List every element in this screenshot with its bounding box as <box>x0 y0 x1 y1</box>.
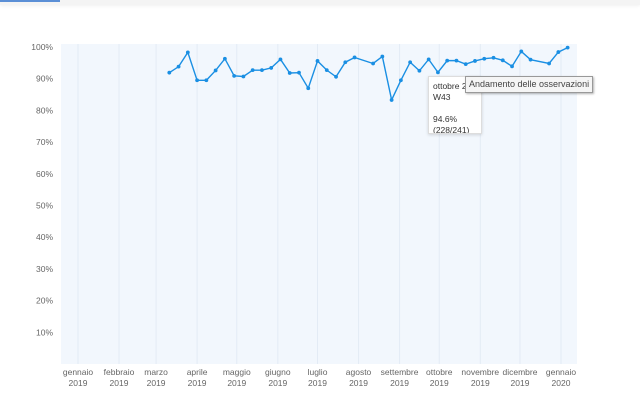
y-tick-label: 20% <box>36 296 53 306</box>
x-tick-year: 2019 <box>471 378 490 388</box>
data-point <box>260 68 264 73</box>
x-tick-month: maggio <box>223 367 251 377</box>
x-tick-month: ottobre <box>426 367 453 377</box>
data-point <box>185 50 190 55</box>
y-tick-label: 80% <box>36 105 53 115</box>
top-bar <box>0 0 640 5</box>
data-point <box>334 74 338 79</box>
data-point <box>436 70 440 75</box>
tooltip-value: 94.6% <box>433 114 458 124</box>
data-point <box>417 68 422 73</box>
data-point <box>463 62 468 67</box>
x-tick-month: settembre <box>381 367 419 377</box>
data-point <box>426 57 431 62</box>
data-point <box>315 59 320 63</box>
data-point <box>528 57 533 62</box>
data-point <box>398 78 403 83</box>
x-tick-year: 2019 <box>511 378 530 388</box>
data-point <box>380 54 385 59</box>
x-tick-month: dicembre <box>502 367 537 377</box>
data-point <box>204 78 209 83</box>
data-point <box>454 58 459 63</box>
title-tooltip: Andamento delle osservazioni <box>465 76 594 93</box>
data-point <box>408 60 413 65</box>
x-tick-month: febbraio <box>104 367 135 377</box>
data-point <box>297 70 301 75</box>
y-tick-label: 10% <box>36 327 53 337</box>
data-point <box>500 58 505 63</box>
x-tick-year: 2019 <box>227 378 246 388</box>
x-tick-year: 2019 <box>390 378 409 388</box>
data-point <box>176 64 181 69</box>
data-point <box>269 66 274 70</box>
data-point <box>445 58 450 63</box>
x-tick-month: gennaio <box>63 367 94 377</box>
data-point <box>250 68 255 73</box>
y-tick-label: 60% <box>36 169 53 179</box>
x-tick-year: 2019 <box>188 378 207 388</box>
x-tick-month: gennaio <box>546 367 577 377</box>
x-tick-year: 2019 <box>308 378 327 388</box>
x-tick-month: novembre <box>461 367 499 377</box>
x-tick-year: 2019 <box>430 378 449 388</box>
x-tick-month: giugno <box>265 367 291 377</box>
data-point <box>306 86 311 91</box>
data-point <box>491 55 496 60</box>
tooltip-date: ottobre 2019 <box>433 81 481 91</box>
data-point <box>565 45 570 50</box>
x-tick-year: 2019 <box>147 378 166 388</box>
x-tick-month: aprile <box>187 367 208 377</box>
data-point <box>167 70 172 75</box>
tooltip-week: W43 <box>433 92 451 102</box>
data-point <box>278 57 283 62</box>
x-tick-year: 2019 <box>349 378 368 388</box>
y-tick-label: 100% <box>31 42 53 52</box>
data-point <box>352 55 357 60</box>
y-tick-label: 50% <box>36 201 53 211</box>
x-tick-year: 2019 <box>268 378 287 388</box>
y-tick-label: 70% <box>36 137 53 147</box>
data-point-tooltip: ottobre 2019 W43 94.6% (228/241) <box>428 76 482 134</box>
data-point <box>519 49 524 54</box>
y-tick-label: 40% <box>36 232 53 242</box>
data-point <box>213 68 218 73</box>
x-tick-month: luglio <box>308 367 328 377</box>
x-tick-year: 2020 <box>552 378 571 388</box>
data-point <box>222 56 227 61</box>
x-tick-month: agosto <box>346 367 372 377</box>
data-point <box>482 56 487 61</box>
data-point <box>371 61 375 66</box>
data-point <box>241 74 246 79</box>
plot-area <box>61 44 577 364</box>
data-point <box>343 60 348 65</box>
data-point <box>547 61 551 66</box>
y-tick-label: 90% <box>36 74 53 84</box>
data-point <box>195 78 199 83</box>
data-point <box>324 68 329 73</box>
data-point <box>287 71 292 75</box>
x-tick-year: 2019 <box>69 378 88 388</box>
data-point <box>556 50 561 54</box>
x-tick-month: marzo <box>144 367 168 377</box>
x-tick-year: 2019 <box>110 378 129 388</box>
y-tick-label: 30% <box>36 264 53 274</box>
data-point <box>473 59 477 63</box>
data-point <box>510 64 514 69</box>
data-point <box>389 98 394 102</box>
tooltip-ratio: (228/241) <box>433 125 470 134</box>
active-tab-indicator <box>0 0 60 2</box>
data-point <box>232 73 237 78</box>
